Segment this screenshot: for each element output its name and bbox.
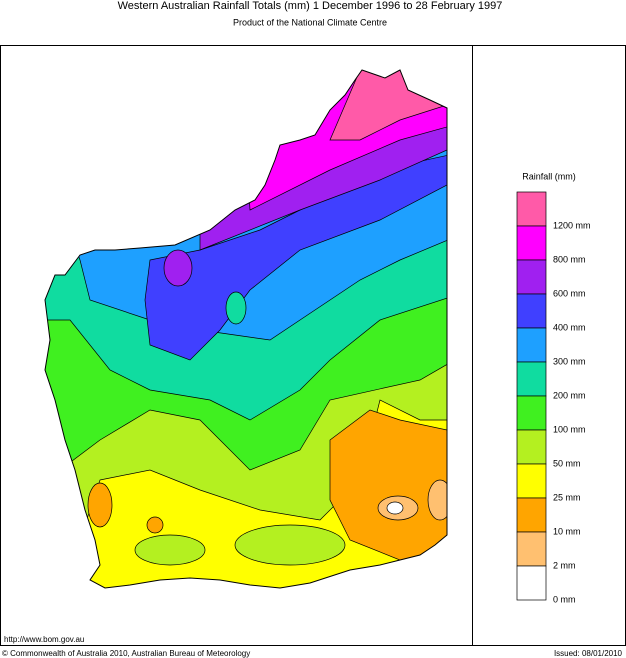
legend-swatch (516, 395, 547, 431)
zone (87, 482, 113, 528)
legend-swatch (516, 191, 547, 227)
legend-label: 100 mm (553, 424, 586, 434)
zone (134, 534, 206, 566)
legend-label: 800 mm (553, 254, 586, 264)
footer-issued: Issued: 08/01/2010 (554, 649, 623, 658)
legend-label: 10 mm (553, 526, 581, 536)
legend-label: 400 mm (553, 322, 586, 332)
zone (386, 501, 404, 515)
legend-swatch (516, 429, 547, 465)
legend-label: 50 mm (553, 458, 581, 468)
zone (329, 409, 447, 588)
legend: 1200 mm 800 mm 600 mm 400 mm 300 mm 200 mm 100… (516, 191, 591, 604)
zone (234, 524, 346, 566)
legend-swatch (516, 225, 547, 261)
legend-swatch (516, 259, 547, 295)
legend-swatch (516, 497, 547, 533)
rainfall-map (45, 70, 447, 588)
legend-swatch (516, 327, 547, 363)
subtitle: Product of the National Climate Centre (233, 17, 387, 27)
legend-label: 600 mm (553, 288, 586, 298)
footer-copyright: © Commonwealth of Australia 2010, Austra… (2, 649, 250, 658)
legend-title: Rainfall (mm) (522, 171, 576, 181)
legend-swatch (516, 293, 547, 329)
legend-swatch (516, 463, 547, 499)
legend-swatch (516, 565, 547, 601)
legend-swatch (516, 361, 547, 397)
zone (163, 249, 193, 287)
legend-swatch (516, 531, 547, 567)
zone (225, 291, 247, 325)
legend-label: 200 mm (553, 390, 586, 400)
zone (427, 479, 447, 521)
legend-label: 2 mm (553, 560, 576, 570)
legend-label: 25 mm (553, 492, 581, 502)
legend-label: 1200 mm (553, 220, 591, 230)
title: Western Australian Rainfall Totals (mm) … (118, 0, 503, 12)
zone (146, 516, 164, 534)
legend-label: 300 mm (553, 356, 586, 366)
legend-label: 0 mm (553, 594, 576, 604)
footer-url: http://www.bom.gov.au (4, 635, 84, 644)
coastline (44, 69, 448, 589)
